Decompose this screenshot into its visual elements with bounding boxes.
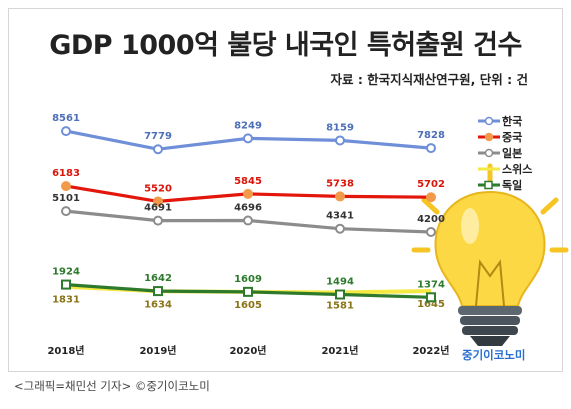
series-3-data-label: 1645 [417, 299, 445, 310]
series-1-data-label: 5520 [144, 183, 172, 194]
series-0-point [153, 144, 163, 155]
series-3-data-label: 1581 [326, 301, 354, 312]
series-2-point [426, 226, 436, 237]
series-4-point [335, 289, 345, 300]
series-4-point [426, 292, 436, 303]
series-2-data-label: 4341 [326, 211, 354, 222]
series-0-point [426, 143, 436, 154]
x-tick-label: 2020년 [229, 344, 266, 357]
brand-logo-text: 중기이코노미 [462, 348, 525, 362]
series-1-data-label: 5738 [326, 178, 354, 189]
series-1-point [426, 192, 436, 203]
series-2-point [61, 206, 71, 217]
series-4-data-label: 1642 [144, 273, 172, 284]
series-0-point [335, 135, 345, 146]
series-0-data-label: 7828 [417, 130, 445, 141]
series-0-data-label: 8249 [234, 120, 262, 131]
series-0-point [61, 126, 71, 137]
series-3-data-label: 1634 [144, 299, 172, 310]
series-1-point [243, 188, 253, 199]
legend-marker-2 [484, 148, 494, 158]
series-2-data-label: 4200 [417, 214, 445, 225]
x-tick-label: 2018년 [47, 344, 84, 357]
x-tick-label: 2022년 [412, 344, 449, 357]
legend-marker-4 [484, 180, 493, 190]
legend-label-0: 한국 [502, 114, 522, 128]
series-3-data-label: 1605 [234, 300, 262, 311]
series-0-data-label: 8561 [52, 113, 80, 124]
legend-label-2: 일본 [502, 146, 522, 160]
series-4-point [153, 286, 163, 297]
legend-label-1: 중국 [502, 131, 522, 144]
series-1-point [61, 181, 71, 192]
series-0-point [243, 133, 253, 144]
x-tick-label: 2021년 [321, 344, 358, 357]
series-4-data-label: 1374 [417, 279, 445, 290]
lightbulb-icon [411, 163, 569, 346]
legend-label-3: 스위스 [502, 163, 532, 176]
series-1-data-label: 6183 [52, 168, 80, 179]
series-2-data-label: 4691 [144, 203, 172, 214]
series-4-point [243, 286, 253, 297]
series-1-point [335, 191, 345, 202]
series-4-data-label: 1494 [326, 277, 354, 288]
series-4-data-label: 1609 [234, 274, 262, 285]
series-2-data-label: 5101 [52, 193, 80, 204]
caption: <그래픽=채민선 기자> ©중기이코노미 [14, 379, 210, 393]
series-1-data-label: 5702 [417, 179, 445, 190]
x-tick-label: 2019년 [139, 344, 176, 357]
chart-title: GDP 1000억 불당 내국인 특허출원 건수 [49, 30, 522, 61]
chart-frame: GDP 1000억 불당 내국인 특허출원 건수 자료 : 한국지식재산연구원,… [8, 8, 563, 372]
chart-subtitle: 자료 : 한국지식재산연구원, 단위 : 건 [330, 72, 528, 87]
series-0-data-label: 7779 [144, 131, 172, 142]
series-3-data-label: 1831 [52, 295, 80, 306]
series-2-data-label: 4696 [234, 202, 262, 213]
series-4-point [61, 279, 71, 290]
legend-label-4: 독일 [502, 178, 522, 192]
series-0-data-label: 8159 [326, 122, 354, 133]
series-1-data-label: 5845 [234, 176, 262, 187]
series-4-data-label: 1924 [52, 267, 80, 278]
series-2-point [153, 215, 163, 226]
series-2-point [335, 223, 345, 234]
legend-marker-0 [484, 116, 494, 126]
series-1-point [153, 196, 163, 207]
legend-marker-1 [484, 132, 494, 142]
series-2-point [243, 215, 253, 226]
